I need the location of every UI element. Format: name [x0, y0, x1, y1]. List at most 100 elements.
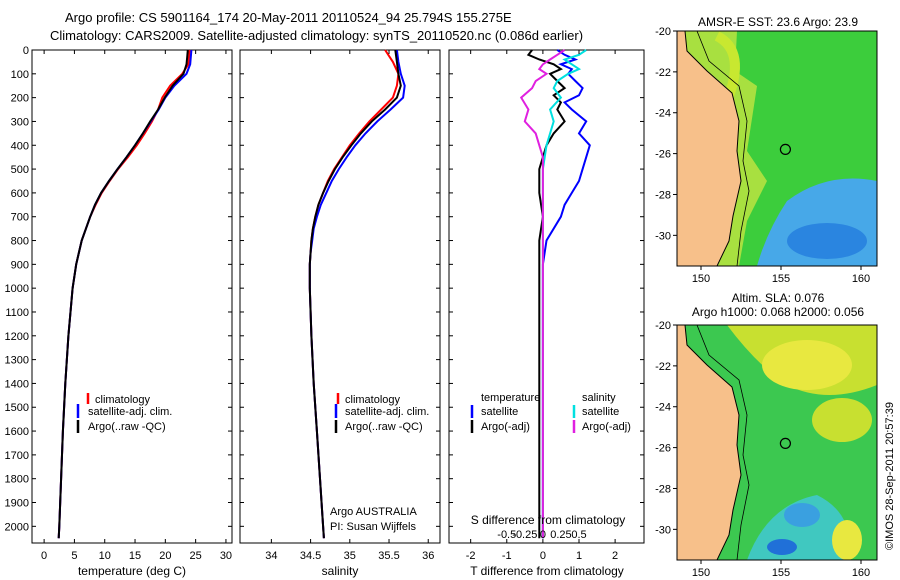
salinity-plot-frame — [239, 49, 441, 544]
map-lon-label: 150 — [692, 273, 710, 285]
x-tick-label: -1 — [502, 550, 512, 562]
depth-tick-label: 400 — [11, 140, 29, 152]
x-tick-label: 5 — [71, 550, 77, 562]
x-tick-label: -2 — [466, 550, 476, 562]
difference-plot-frame — [448, 49, 645, 544]
map-lat-label: -26 — [655, 149, 671, 161]
map-high-sla-core — [762, 340, 852, 390]
x-tick-label: 35 — [344, 550, 356, 562]
map-lat-label: -22 — [655, 67, 671, 79]
x-tick-label: 15 — [129, 550, 141, 562]
series-line-s-satellite — [541, 49, 587, 539]
legend-label-climatology: climatology — [345, 394, 401, 406]
depth-tick-label: 1900 — [5, 498, 29, 510]
depth-tick-label: 1300 — [5, 355, 29, 367]
temperature-x-axis: 0 5 10 15 20 25 30 — [41, 50, 232, 562]
sla-map-title-2: Argo h1000: 0.068 h2000: 0.056 — [692, 305, 864, 319]
depth-tick-label: 200 — [11, 93, 29, 105]
legend-label-satellite: satellite-adj. clim. — [88, 406, 172, 418]
map-lat-label: -24 — [655, 108, 671, 120]
depth-tick-label: 1500 — [5, 402, 29, 414]
temperature-plot-frame — [31, 49, 233, 544]
legend-label-t-argo: Argo(-adj) — [481, 421, 530, 433]
map-low-sla-core — [767, 539, 797, 555]
difference-series — [519, 49, 591, 539]
series-line-satellite — [308, 49, 406, 539]
copyright-timestamp: ©IMOS 28-Sep-2011 20:57:39 — [884, 402, 896, 550]
series-line-s-argo — [519, 49, 566, 539]
argo-location-marker — [779, 437, 792, 449]
map-lat-label: -28 — [655, 189, 671, 201]
argo-location-marker — [779, 143, 792, 155]
series-line-argo — [57, 49, 189, 539]
top-tick-label: -0.5 — [497, 529, 516, 541]
salinity-legend: climatology satellite-adj. clim. Argo(..… — [334, 393, 429, 433]
x-tick-label: 20 — [159, 550, 171, 562]
salinity-series — [308, 49, 406, 539]
temperature-series — [57, 49, 193, 539]
legend-title-temperature: temperature — [481, 392, 540, 404]
x-tick-label: 34 — [265, 550, 277, 562]
x-tick-label: 1 — [576, 550, 582, 562]
map-lat-label: -20 — [655, 320, 671, 332]
map-lat-label: -26 — [655, 443, 671, 455]
top-tick-label: 0 — [540, 529, 546, 541]
legend-label-climatology: climatology — [95, 394, 151, 406]
map-lat-label: -30 — [655, 524, 671, 536]
temperature-x-label: temperature (deg C) — [78, 564, 186, 578]
depth-axis: 0 100 200 300 400 500 600 700 800 900 1000 1100 1200… — [5, 45, 644, 533]
sst-map: -20 -22 -24 -26 -28 -30 150 155 160 — [655, 26, 878, 285]
depth-tick-label: 100 — [11, 69, 29, 81]
x-tick-label: 2 — [612, 550, 618, 562]
map-lat-label: -22 — [655, 361, 671, 373]
temperature-legend: climatology satellite-adj. clim. Argo(..… — [76, 393, 172, 433]
difference-x-axis: -2 -1 0 1 2 -0.5-0.25 0 0.25 0.5 — [466, 50, 618, 562]
depth-tick-label: 0 — [23, 45, 29, 57]
top-tick-label: -0.25 — [512, 529, 537, 541]
map-lat-label: -20 — [655, 26, 671, 38]
map-shelf-contour — [696, 324, 750, 561]
depth-tick-label: 1600 — [5, 426, 29, 438]
legend-label-s-argo: Argo(-adj) — [582, 421, 631, 433]
x-tick-label: 10 — [99, 550, 111, 562]
depth-tick-label: 300 — [11, 116, 29, 128]
depth-tick-label: 700 — [11, 212, 29, 224]
depth-tick-label: 1800 — [5, 474, 29, 486]
x-tick-label: 25 — [190, 550, 202, 562]
top-tick-label: 0.5 — [571, 529, 586, 541]
x-tick-label: 0 — [540, 550, 546, 562]
depth-tick-label: 1700 — [5, 450, 29, 462]
map-high-sla-south — [832, 520, 862, 560]
legend-label-argo: Argo(..raw -QC) — [88, 421, 166, 433]
x-tick-label: 35.5 — [378, 550, 399, 562]
series-line-argo — [308, 49, 402, 539]
map-high-sla-eddy — [812, 398, 872, 442]
argo-pi-label: PI: Susan Wijffels — [330, 521, 416, 533]
map-shelf-contour — [696, 30, 750, 267]
title-line-2: Climatology: CARS2009. Satellite-adjuste… — [50, 28, 583, 43]
depth-tick-label: 600 — [11, 188, 29, 200]
depth-tick-label: 900 — [11, 259, 29, 271]
map-lat-label: -30 — [655, 230, 671, 242]
x-tick-label: 34.5 — [300, 550, 321, 562]
map-lon-label: 155 — [772, 567, 790, 579]
depth-tick-label: 1200 — [5, 331, 29, 343]
map-lat-label: -28 — [655, 483, 671, 495]
depth-tick-label: 2000 — [5, 521, 29, 533]
map-low-sla-eddy — [784, 503, 820, 527]
depth-tick-label: 800 — [11, 236, 29, 248]
depth-tick-label: 1400 — [5, 378, 29, 390]
legend-label-t-satellite: satellite — [481, 406, 518, 418]
sst-map-title: AMSR-E SST: 23.6 Argo: 23.9 — [698, 15, 858, 29]
depth-tick-label: 1100 — [5, 307, 29, 319]
depth-tick-label: 500 — [11, 164, 29, 176]
difference-x-label: T difference from climatology — [470, 564, 624, 578]
series-line-t-argo — [526, 49, 567, 539]
series-line-satellite — [57, 49, 193, 539]
sla-map-title-1: Altim. SLA: 0.076 — [732, 291, 825, 305]
map-frame — [676, 30, 878, 267]
series-line-climatology — [308, 49, 400, 539]
x-tick-label: 36 — [422, 550, 434, 562]
sla-map: -20 -22 -24 -26 -28 -30 150 155 160 — [655, 320, 878, 579]
